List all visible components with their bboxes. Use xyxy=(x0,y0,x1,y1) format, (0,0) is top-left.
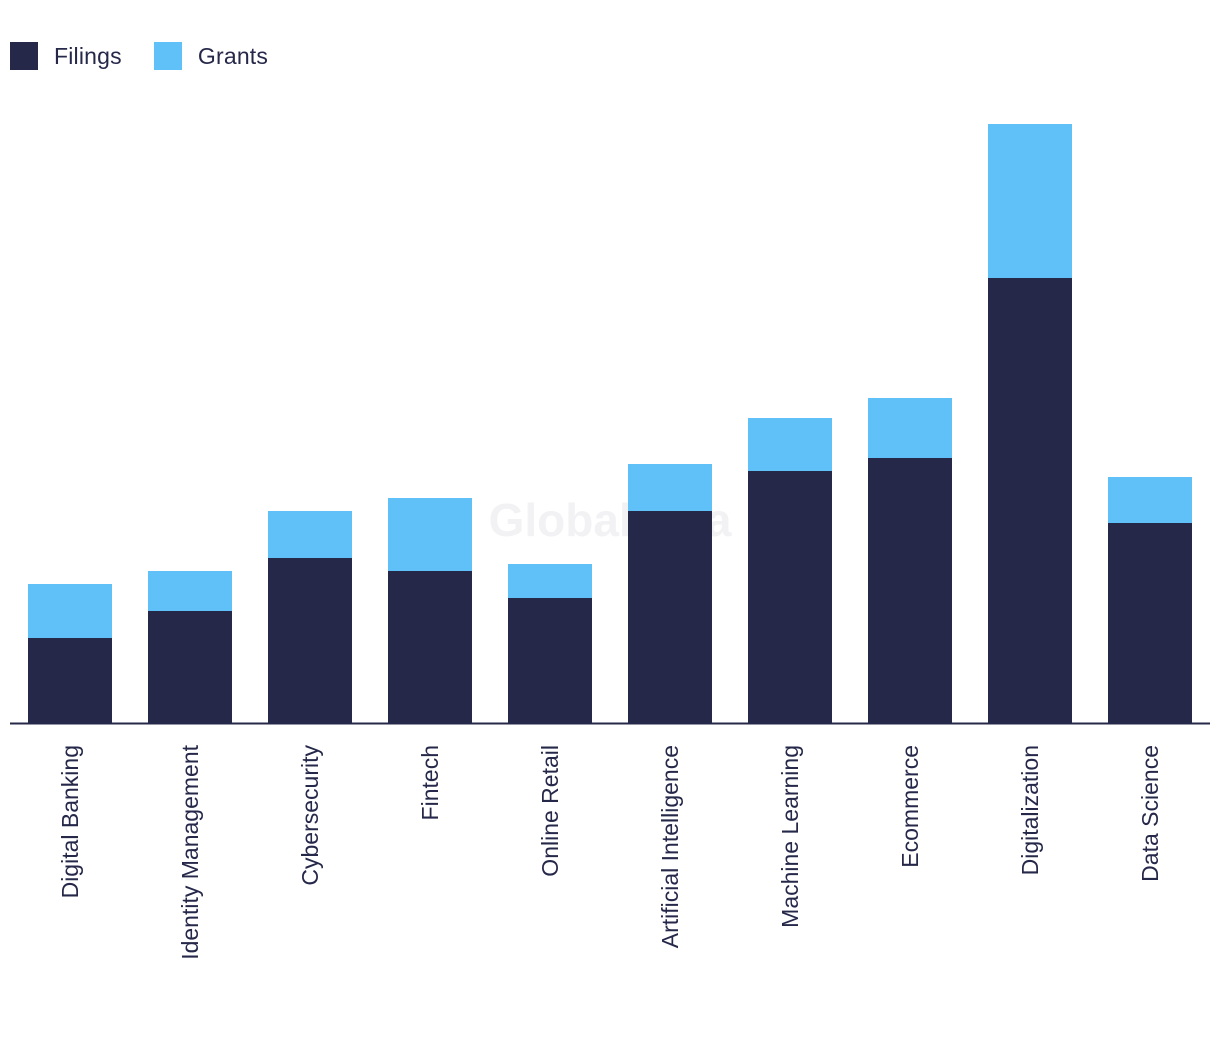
bar-filings-2[interactable] xyxy=(268,558,352,723)
bar-grants-8[interactable] xyxy=(988,124,1072,278)
category-label-9: Data Science xyxy=(1137,745,1163,882)
bar-filings-4[interactable] xyxy=(508,598,592,723)
legend-item-grants[interactable]: Grants xyxy=(153,42,269,70)
bar-filings-9[interactable] xyxy=(1108,523,1192,723)
legend-item-filings[interactable]: Filings xyxy=(10,42,122,70)
category-label-1: Identity Management xyxy=(177,744,203,959)
category-label-6: Machine Learning xyxy=(777,745,803,928)
bar-grants-7[interactable] xyxy=(868,398,952,458)
bar-grants-2[interactable] xyxy=(268,511,352,558)
legend: Filings Grants xyxy=(10,42,300,70)
bar-grants-0[interactable] xyxy=(28,584,112,638)
bar-filings-7[interactable] xyxy=(868,458,952,723)
bar-grants-9[interactable] xyxy=(1108,477,1192,523)
bar-filings-3[interactable] xyxy=(388,571,472,723)
legend-label-filings: Filings xyxy=(54,42,122,69)
category-label-0: Digital Banking xyxy=(57,745,83,898)
grants-swatch xyxy=(153,42,182,70)
category-label-3: Fintech xyxy=(417,745,443,820)
category-label-8: Digitalization xyxy=(1017,745,1043,875)
legend-label-grants: Grants xyxy=(197,42,269,69)
bars-group xyxy=(28,124,1192,723)
bar-grants-6[interactable] xyxy=(748,418,832,471)
bar-filings-0[interactable] xyxy=(28,638,112,723)
filings-swatch xyxy=(10,42,38,70)
bar-grants-1[interactable] xyxy=(148,571,232,611)
bar-grants-4[interactable] xyxy=(508,564,592,598)
bar-filings-1[interactable] xyxy=(148,611,232,723)
category-labels: Digital Banking Identity Management Cybers… xyxy=(57,744,1163,959)
category-label-4: Online Retail xyxy=(537,745,563,877)
category-label-2: Cybersecurity xyxy=(297,745,323,886)
bar-filings-5[interactable] xyxy=(628,511,712,723)
bar-filings-8[interactable] xyxy=(988,278,1072,723)
bar-grants-3[interactable] xyxy=(388,498,472,571)
bar-grants-5[interactable] xyxy=(628,464,712,511)
category-label-5: Artificial Intelligence xyxy=(657,745,683,948)
category-label-7: Ecommerce xyxy=(897,745,923,868)
bar-filings-6[interactable] xyxy=(748,471,832,723)
